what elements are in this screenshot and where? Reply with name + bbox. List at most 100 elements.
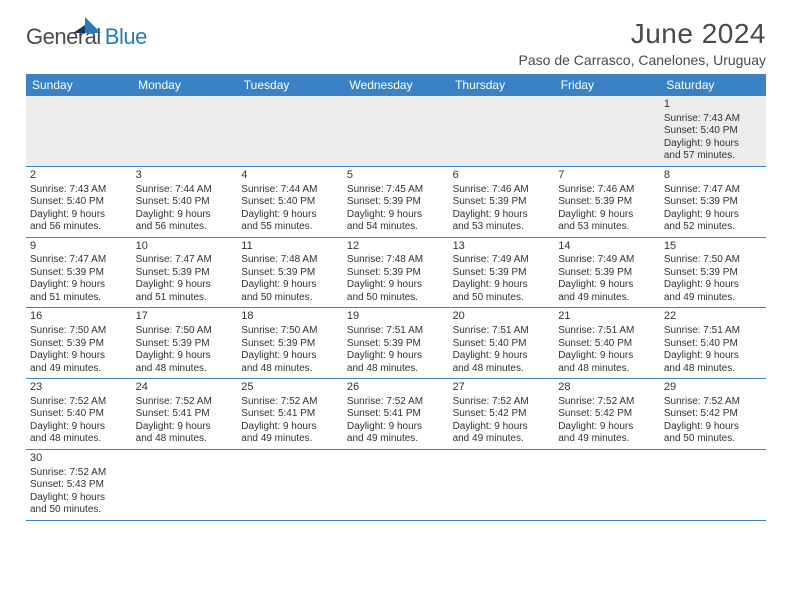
cell-line: Sunrise: 7:51 AM <box>664 325 762 338</box>
cell-line: and 50 minutes. <box>664 433 762 446</box>
cell-line: Sunrise: 7:50 AM <box>664 254 762 267</box>
cell-line: Sunset: 5:39 PM <box>30 338 128 351</box>
calendar-cell: 3Sunrise: 7:44 AMSunset: 5:40 PMDaylight… <box>132 166 238 237</box>
calendar-cell <box>449 449 555 520</box>
cell-line: and 54 minutes. <box>347 221 445 234</box>
cell-line: Sunrise: 7:44 AM <box>136 184 234 197</box>
cell-line: and 50 minutes. <box>30 504 128 517</box>
cell-line: Daylight: 9 hours <box>30 279 128 292</box>
cell-line: Sunset: 5:39 PM <box>136 338 234 351</box>
cell-line: Daylight: 9 hours <box>558 279 656 292</box>
cell-line: and 55 minutes. <box>241 221 339 234</box>
day-number: 28 <box>558 381 656 395</box>
cell-line: and 50 minutes. <box>241 292 339 305</box>
cell-line: and 49 minutes. <box>558 292 656 305</box>
cell-line: and 51 minutes. <box>136 292 234 305</box>
day-header: Sunday <box>26 74 132 96</box>
cell-line: and 48 minutes. <box>558 363 656 376</box>
cell-line: Sunrise: 7:49 AM <box>453 254 551 267</box>
cell-line: Sunrise: 7:52 AM <box>30 396 128 409</box>
cell-line: Daylight: 9 hours <box>453 421 551 434</box>
cell-line: Daylight: 9 hours <box>664 350 762 363</box>
cell-line: Sunrise: 7:43 AM <box>664 113 762 126</box>
cell-line: Sunrise: 7:52 AM <box>347 396 445 409</box>
cell-line: Sunrise: 7:51 AM <box>347 325 445 338</box>
day-number: 5 <box>347 169 445 183</box>
cell-line: Sunset: 5:42 PM <box>558 408 656 421</box>
calendar-cell <box>132 449 238 520</box>
calendar-cell <box>237 96 343 166</box>
calendar-cell <box>449 96 555 166</box>
day-number: 15 <box>664 240 762 254</box>
cell-line: Sunrise: 7:52 AM <box>558 396 656 409</box>
cell-line: Daylight: 9 hours <box>30 492 128 505</box>
cell-line: Sunset: 5:41 PM <box>136 408 234 421</box>
cell-line: Sunset: 5:40 PM <box>664 125 762 138</box>
cell-line: Daylight: 9 hours <box>664 138 762 151</box>
day-number: 2 <box>30 169 128 183</box>
cell-line: and 49 minutes. <box>30 363 128 376</box>
calendar-body: 1Sunrise: 7:43 AMSunset: 5:40 PMDaylight… <box>26 96 766 520</box>
calendar-week-row: 9Sunrise: 7:47 AMSunset: 5:39 PMDaylight… <box>26 237 766 308</box>
cell-line: and 56 minutes. <box>136 221 234 234</box>
calendar-cell <box>26 96 132 166</box>
calendar-week-row: 30Sunrise: 7:52 AMSunset: 5:43 PMDayligh… <box>26 449 766 520</box>
cell-line: and 48 minutes. <box>30 433 128 446</box>
cell-line: and 57 minutes. <box>664 150 762 163</box>
cell-line: Sunrise: 7:43 AM <box>30 184 128 197</box>
calendar-cell <box>132 96 238 166</box>
cell-line: Sunrise: 7:45 AM <box>347 184 445 197</box>
brand-mark-icon <box>71 13 105 40</box>
calendar-cell: 7Sunrise: 7:46 AMSunset: 5:39 PMDaylight… <box>554 166 660 237</box>
cell-line: Daylight: 9 hours <box>241 209 339 222</box>
calendar-cell: 22Sunrise: 7:51 AMSunset: 5:40 PMDayligh… <box>660 308 766 379</box>
cell-line: and 48 minutes. <box>136 363 234 376</box>
cell-line: Daylight: 9 hours <box>453 209 551 222</box>
day-number: 17 <box>136 310 234 324</box>
cell-line: and 56 minutes. <box>30 221 128 234</box>
day-number: 22 <box>664 310 762 324</box>
calendar-cell: 30Sunrise: 7:52 AMSunset: 5:43 PMDayligh… <box>26 449 132 520</box>
calendar-cell: 5Sunrise: 7:45 AMSunset: 5:39 PMDaylight… <box>343 166 449 237</box>
cell-line: Daylight: 9 hours <box>664 279 762 292</box>
cell-line: Daylight: 9 hours <box>347 350 445 363</box>
cell-line: Sunset: 5:40 PM <box>136 196 234 209</box>
day-number: 23 <box>30 381 128 395</box>
title-block: June 2024 Paso de Carrasco, Canelones, U… <box>519 18 766 68</box>
cell-line: Sunrise: 7:48 AM <box>241 254 339 267</box>
cell-line: Daylight: 9 hours <box>453 279 551 292</box>
day-header: Monday <box>132 74 238 96</box>
day-number: 29 <box>664 381 762 395</box>
cell-line: Sunrise: 7:52 AM <box>30 467 128 480</box>
calendar-cell: 6Sunrise: 7:46 AMSunset: 5:39 PMDaylight… <box>449 166 555 237</box>
day-number: 12 <box>347 240 445 254</box>
cell-line: Daylight: 9 hours <box>136 350 234 363</box>
cell-line: Daylight: 9 hours <box>30 209 128 222</box>
cell-line: Sunset: 5:39 PM <box>347 267 445 280</box>
cell-line: Sunrise: 7:52 AM <box>453 396 551 409</box>
calendar-cell: 13Sunrise: 7:49 AMSunset: 5:39 PMDayligh… <box>449 237 555 308</box>
day-number: 27 <box>453 381 551 395</box>
cell-line: and 50 minutes. <box>453 292 551 305</box>
calendar-cell: 20Sunrise: 7:51 AMSunset: 5:40 PMDayligh… <box>449 308 555 379</box>
cell-line: Sunrise: 7:52 AM <box>664 396 762 409</box>
cell-line: Sunrise: 7:47 AM <box>30 254 128 267</box>
cell-line: Sunset: 5:40 PM <box>558 338 656 351</box>
cell-line: Sunrise: 7:46 AM <box>558 184 656 197</box>
calendar-cell: 26Sunrise: 7:52 AMSunset: 5:41 PMDayligh… <box>343 379 449 450</box>
cell-line: Sunset: 5:39 PM <box>347 196 445 209</box>
calendar-cell: 16Sunrise: 7:50 AMSunset: 5:39 PMDayligh… <box>26 308 132 379</box>
cell-line: Sunset: 5:39 PM <box>453 196 551 209</box>
cell-line: Sunset: 5:41 PM <box>241 408 339 421</box>
calendar-header-row: Sunday Monday Tuesday Wednesday Thursday… <box>26 74 766 96</box>
day-number: 8 <box>664 169 762 183</box>
day-number: 3 <box>136 169 234 183</box>
cell-line: Sunset: 5:39 PM <box>558 196 656 209</box>
cell-line: Sunset: 5:40 PM <box>30 196 128 209</box>
cell-line: Sunset: 5:39 PM <box>136 267 234 280</box>
calendar-cell: 12Sunrise: 7:48 AMSunset: 5:39 PMDayligh… <box>343 237 449 308</box>
calendar-cell <box>343 449 449 520</box>
cell-line: Sunrise: 7:52 AM <box>241 396 339 409</box>
cell-line: Sunset: 5:43 PM <box>30 479 128 492</box>
cell-line: and 51 minutes. <box>30 292 128 305</box>
